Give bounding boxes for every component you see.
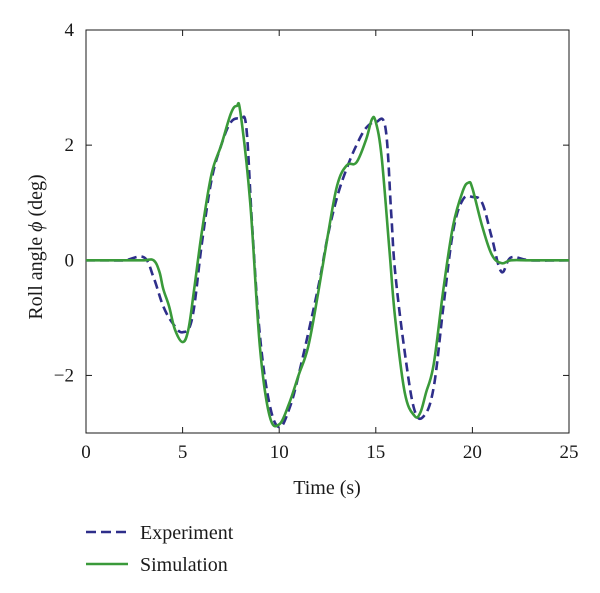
legend-label-experiment: Experiment [140,522,234,544]
y-tick-labels: −2 0 2 4 [54,20,75,386]
plot-frame [85,29,570,434]
x-tick-label: 25 [560,442,579,463]
legend-label-simulation: Simulation [140,554,228,576]
y-axis-label-symbol: ϕ [25,222,47,232]
x-tick-label: 0 [81,442,91,463]
series-line-simulation [85,101,569,428]
x-tick-label: 5 [178,442,188,463]
x-tick-label: 15 [366,442,385,463]
y-axis-label-suffix: (deg) [25,174,47,221]
series-lines [85,101,570,429]
legend: Experiment Simulation [86,522,234,576]
y-axis-label-prefix: Roll angle [25,232,47,320]
plot-area-frame [85,29,570,434]
y-tick-label: −2 [54,365,74,386]
y-tick-label: 4 [65,20,75,41]
y-tick-label: 2 [65,135,75,156]
x-tick-labels: 0 5 10 15 20 25 [81,442,578,463]
x-tick-label: 10 [270,442,289,463]
x-tick-label: 20 [463,442,482,463]
y-axis-label: Roll angle ϕ (deg) [25,174,47,319]
y-tick-label: 0 [65,250,75,271]
x-axis-label: Time (s) [293,477,361,499]
